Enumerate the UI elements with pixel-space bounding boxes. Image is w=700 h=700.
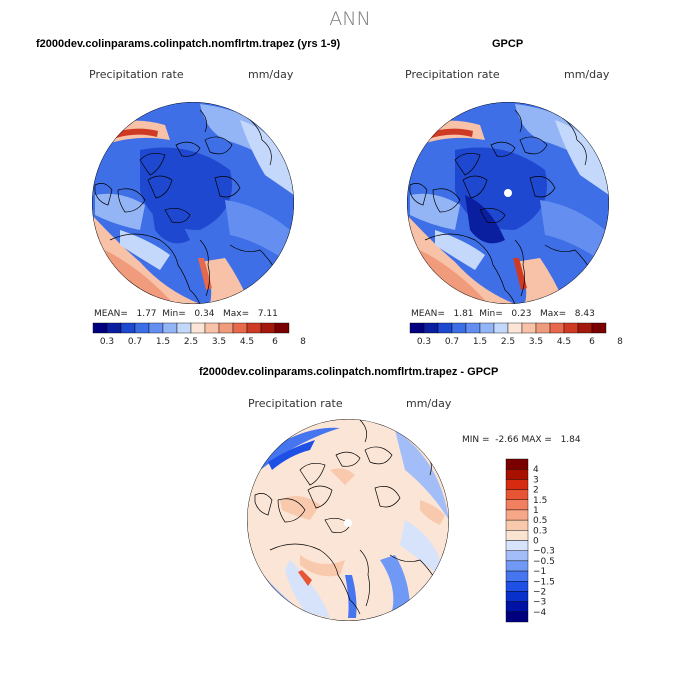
panel1-colorbar-swatch — [162, 322, 178, 334]
pole-missing-data-marker — [504, 189, 512, 197]
panel2-colorbar-swatch — [521, 322, 537, 334]
panel3-stats: MIN = -2.66 MAX = 1.84 — [462, 435, 581, 445]
panel3-colorbar-swatch — [505, 560, 529, 572]
panel3-colorbar-tick-label: 3 — [533, 475, 539, 485]
panel3-colorbar-swatch — [505, 468, 529, 480]
panel3-colorbar-swatch — [505, 458, 529, 470]
panel1-colorbar-tick-label: 0.7 — [128, 337, 142, 347]
panel3-colorbar-swatch — [505, 509, 529, 521]
panel2-colorbar-tick-label: 0.3 — [417, 337, 431, 347]
panel3-units-label: mm/day — [406, 397, 452, 410]
panel3-colorbar-swatch — [505, 499, 529, 511]
panel1-colorbar-swatch — [120, 322, 136, 334]
panel2-colorbar-swatch — [563, 322, 579, 334]
panel2-colorbar-swatch — [437, 322, 453, 334]
panel2-map — [407, 102, 609, 304]
panel2-colorbar-swatch — [479, 322, 495, 334]
panel2-colorbar-tick-label: 4.5 — [557, 337, 571, 347]
panel1-colorbar-swatch — [274, 322, 290, 334]
panel2-colorbar-tick-label: 8 — [617, 337, 623, 347]
panel3-variable-label: Precipitation rate — [248, 397, 343, 410]
panel2-colorbar-swatch — [423, 322, 439, 334]
main-title: ANN — [329, 8, 371, 30]
panel3-colorbar-tick-label: −1 — [533, 567, 546, 577]
panel3-colorbar-swatch — [505, 611, 529, 623]
panel1-variable-label: Precipitation rate — [89, 68, 184, 81]
panel2-stats: MEAN= 1.81 Min= 0.23 Max= 8.43 — [411, 309, 595, 319]
panel3-colorbar-swatch — [505, 570, 529, 582]
panel3-colorbar-swatch — [505, 581, 529, 592]
panel3-colorbar-tick-label: 0 — [533, 537, 539, 547]
panel3-colorbar-swatch — [505, 601, 529, 613]
panel1-colorbar-swatch — [260, 322, 276, 334]
panel1-colorbar-tick-label: 3.5 — [212, 337, 226, 347]
panel1-colorbar-swatch — [176, 322, 192, 334]
panel1-colorbar-swatch — [218, 322, 234, 334]
panel2-colorbar-tick-label: 6 — [589, 337, 595, 347]
panel2-colorbar-swatch — [465, 322, 481, 334]
panel2-colorbar: 0.3 0.7 1.5 2.5 3.5 4.5 6 8 — [409, 322, 623, 347]
panel2-colorbar-swatch — [549, 322, 565, 334]
panel3-colorbar-tick-label: 1 — [533, 506, 539, 516]
panel2-colorbar-tick-label: 1.5 — [473, 337, 487, 347]
panel3-colorbar-tick-label: −2 — [533, 587, 546, 597]
panel3-map — [247, 419, 449, 621]
panel1-colorbar: 0.3 0.7 1.5 2.5 3.5 4.5 6 8 — [92, 322, 306, 347]
panel1-map — [92, 102, 294, 304]
panel1-colorbar-swatch — [190, 322, 206, 334]
panel1-colorbar-swatch — [204, 322, 220, 334]
panel1-units-label: mm/day — [248, 68, 294, 81]
panel3-colorbar-swatch — [505, 550, 529, 562]
panel3-colorbar-swatch — [505, 530, 529, 541]
panel3-colorbar-tick-label: 4 — [533, 465, 539, 475]
panel2-colorbar-swatch — [507, 322, 523, 334]
panel2-units-label: mm/day — [564, 68, 610, 81]
panel3-colorbar-swatch — [505, 519, 529, 531]
panel1-colorbar-tick-label: 8 — [300, 337, 306, 347]
panel1-colorbar-swatch — [246, 322, 262, 334]
panel3-colorbar-tick-label: −0.3 — [533, 547, 555, 557]
panel2-colorbar-tick-label: 0.7 — [445, 337, 459, 347]
panel1-colorbar-tick-label: 0.3 — [100, 337, 114, 347]
panel3-colorbar-tick-label: −1.5 — [533, 577, 555, 587]
panel3-colorbar-swatch — [505, 479, 529, 490]
panel3-colorbar-tick-label: 0.5 — [533, 516, 547, 526]
panel3-colorbar-tick-label: −4 — [533, 608, 547, 618]
panel2-colorbar-tick-label: 3.5 — [529, 337, 543, 347]
panel1-stats: MEAN= 1.77 Min= 0.34 Max= 7.11 — [94, 309, 278, 319]
panel3-colorbar-tick-label: 2 — [533, 486, 539, 496]
panel3-colorbar-swatch — [505, 591, 529, 602]
panel1-colorbar-swatch — [148, 322, 164, 334]
panel1-colorbar-swatch — [92, 322, 108, 334]
panel2-colorbar-swatch — [409, 322, 425, 334]
panel2-colorbar-swatch — [535, 322, 551, 334]
panel3-colorbar-tick-label: −3 — [533, 598, 546, 608]
panel1-colorbar-swatch — [232, 322, 248, 334]
panel2-colorbar-swatch — [577, 322, 593, 334]
panel3-colorbar-tick-label: 1.5 — [533, 496, 547, 506]
panel2-variable-label: Precipitation rate — [405, 68, 500, 81]
panel1-colorbar-swatch — [134, 322, 150, 334]
panel1-title: f2000dev.colinparams.colinpatch.nomflrtm… — [36, 38, 341, 50]
panel2-colorbar-swatch — [451, 322, 467, 334]
panel3-colorbar-tick-label: 0.3 — [533, 526, 547, 536]
panel2-colorbar-swatch — [493, 322, 509, 334]
panel3-colorbar-swatch — [505, 489, 529, 500]
panel3-title: f2000dev.colinparams.colinpatch.nomflrtm… — [199, 366, 499, 378]
panel2-colorbar-tick-label: 2.5 — [501, 337, 515, 347]
panel1-colorbar-tick-label: 4.5 — [240, 337, 254, 347]
panel1-colorbar-tick-label: 1.5 — [156, 337, 170, 347]
panel2-title: GPCP — [492, 38, 524, 50]
panel3-colorbar-tick-label: −0.5 — [533, 557, 555, 567]
panel1-colorbar-tick-label: 6 — [272, 337, 278, 347]
panel2-colorbar-swatch — [591, 322, 607, 334]
panel1-colorbar-tick-label: 2.5 — [184, 337, 198, 347]
panel1-colorbar-swatch — [106, 322, 122, 334]
panel3-colorbar-swatch — [505, 540, 529, 551]
